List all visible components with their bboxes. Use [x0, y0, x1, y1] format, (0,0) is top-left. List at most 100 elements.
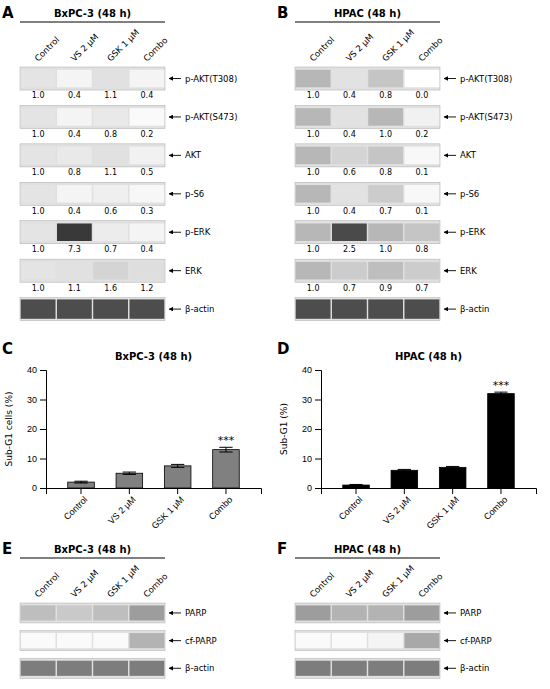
panel-title: BxPC-3 (48 h): [54, 544, 131, 555]
band: [332, 108, 367, 126]
band: [21, 605, 56, 620]
axis-line: [315, 371, 322, 489]
band: [368, 262, 403, 280]
loading-band: [296, 299, 331, 318]
error-bar: [171, 464, 184, 467]
panel-label: F: [277, 540, 287, 558]
blot-background: [295, 144, 440, 167]
tick-mark: [40, 459, 46, 460]
error-bar: [349, 484, 362, 485]
band: [21, 633, 56, 648]
bar: [213, 450, 240, 488]
y-axis: 010203040: [302, 365, 322, 493]
band: [93, 605, 128, 620]
row-label: ERK: [185, 266, 202, 276]
data-label: 0.9: [379, 284, 392, 293]
tick-mark: [404, 488, 405, 494]
tick: 10: [302, 454, 321, 464]
loading-band: [21, 299, 56, 318]
row-label: p-ERK: [460, 227, 486, 237]
blot-background: [20, 259, 165, 282]
tick: 30: [27, 395, 46, 405]
arrow: [169, 668, 181, 669]
band: [21, 661, 56, 676]
data-label: 7.3: [68, 245, 81, 254]
blot-background: [295, 105, 440, 128]
blot-background: [295, 658, 440, 678]
error-bar-cap: [349, 484, 362, 485]
tick: GSK 1 μM: [425, 488, 462, 531]
band: [57, 605, 92, 620]
y-axis: 010203040: [27, 365, 47, 493]
plot: 010203040ControlVS 2 μMGSK 1 μMCombo***: [302, 365, 537, 531]
tick-label: 10: [302, 454, 312, 464]
error-bar: [219, 447, 232, 452]
blot-background: [295, 67, 440, 90]
data-label: 1.0: [307, 245, 320, 254]
loading-band: [368, 299, 403, 318]
band: [368, 605, 403, 620]
data-label: 1.0: [32, 91, 45, 100]
blot-background: [20, 603, 165, 623]
band: [368, 147, 403, 165]
band: [368, 223, 403, 241]
band: [404, 185, 439, 203]
data-label: 0.6: [343, 168, 356, 177]
marks: [68, 447, 240, 488]
error-bar: [446, 466, 459, 468]
band: [57, 223, 92, 241]
band: [129, 661, 164, 676]
data-label: 0.0: [416, 91, 429, 100]
panel-title: BxPC-3 (48 h): [54, 8, 131, 19]
row-label: p-S6: [460, 189, 479, 199]
arrow: [444, 78, 456, 79]
blot-background: [295, 221, 440, 244]
blot-background: [295, 631, 440, 651]
band: [404, 661, 439, 676]
row-label: AKT: [460, 150, 477, 160]
condition-label: Combo: [141, 35, 169, 63]
arrow: [169, 640, 181, 641]
panel-label: D: [277, 340, 289, 358]
data-label: 0.5: [141, 168, 154, 177]
tick-label: GSK 1 μM: [425, 494, 462, 531]
figure: ABxPC-3 (48 h)ControlVS 2 μMGSK 1 μMComb…: [0, 0, 550, 689]
tick-mark: [500, 488, 501, 494]
band: [21, 262, 56, 280]
data-label: 0.4: [141, 91, 154, 100]
band: [57, 661, 92, 676]
panel-title: HPAC (48 h): [334, 544, 401, 555]
tick-mark: [177, 488, 178, 494]
axis-line: [322, 489, 537, 495]
tick: Control: [337, 488, 365, 522]
arrow: [169, 309, 181, 310]
data-label: 1.0: [307, 284, 320, 293]
tick-mark: [452, 488, 453, 494]
data-label: 1.0: [307, 130, 320, 139]
blot-panel: FHPAC (48 h)ControlVS 2 μMGSK 1 μMComboP…: [277, 540, 492, 678]
error-bar-cap: [398, 471, 411, 472]
x-axis: ControlVS 2 μMGSK 1 μMCombo: [322, 488, 537, 531]
data-label: 0.8: [379, 91, 392, 100]
condition-label: GSK 1 μM: [105, 27, 141, 63]
blot-background: [295, 603, 440, 623]
row-label: p-AKT(S473): [460, 112, 512, 122]
blot-background: [295, 298, 440, 321]
blot-background: [295, 182, 440, 205]
tick: 20: [302, 424, 321, 434]
condition-label: GSK 1 μM: [380, 27, 416, 63]
band: [21, 185, 56, 203]
band: [93, 262, 128, 280]
arrow: [169, 193, 181, 194]
overline: [20, 22, 165, 23]
data-label: 1.0: [32, 245, 45, 254]
marks: [343, 392, 515, 488]
band: [296, 633, 331, 648]
arrow: [444, 232, 456, 233]
arrow: [444, 640, 456, 641]
data-label: 0.4: [343, 130, 356, 139]
tick: 40: [302, 365, 321, 375]
tick-mark: [225, 488, 226, 494]
data-label: 0.2: [141, 130, 154, 139]
error-bar-cap: [446, 468, 459, 469]
